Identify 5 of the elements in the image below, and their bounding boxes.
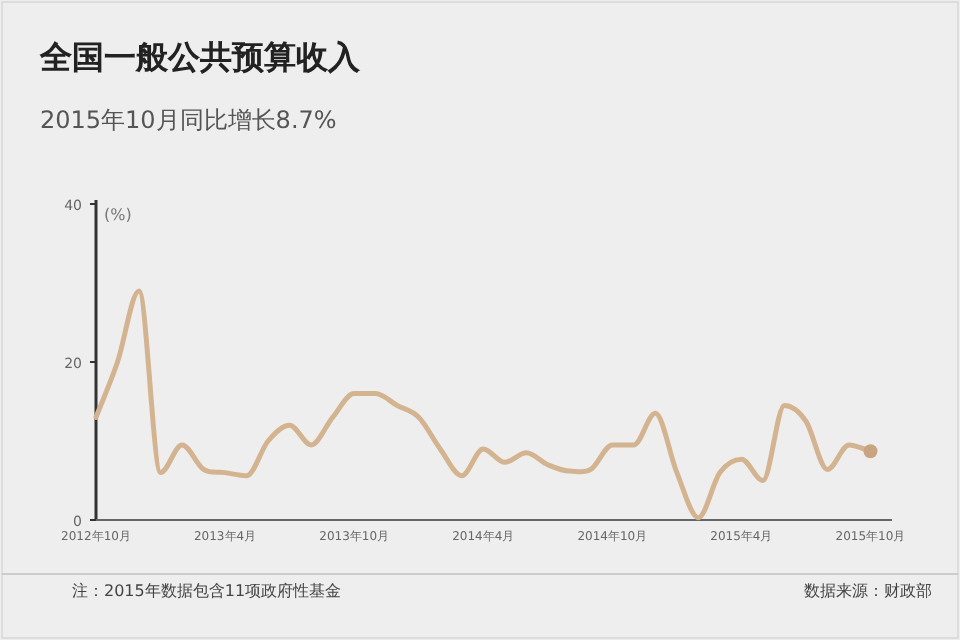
source-note: 数据来源：财政部 — [804, 582, 932, 600]
y-axis-title: (%) — [104, 206, 132, 224]
chart-subtitle: 2015年10月同比增长8.7% — [40, 106, 337, 134]
text: 注：2015年数据包含11项政府性基金 — [72, 582, 342, 600]
chart-title: 全国一般公共预算收入 — [38, 38, 362, 76]
